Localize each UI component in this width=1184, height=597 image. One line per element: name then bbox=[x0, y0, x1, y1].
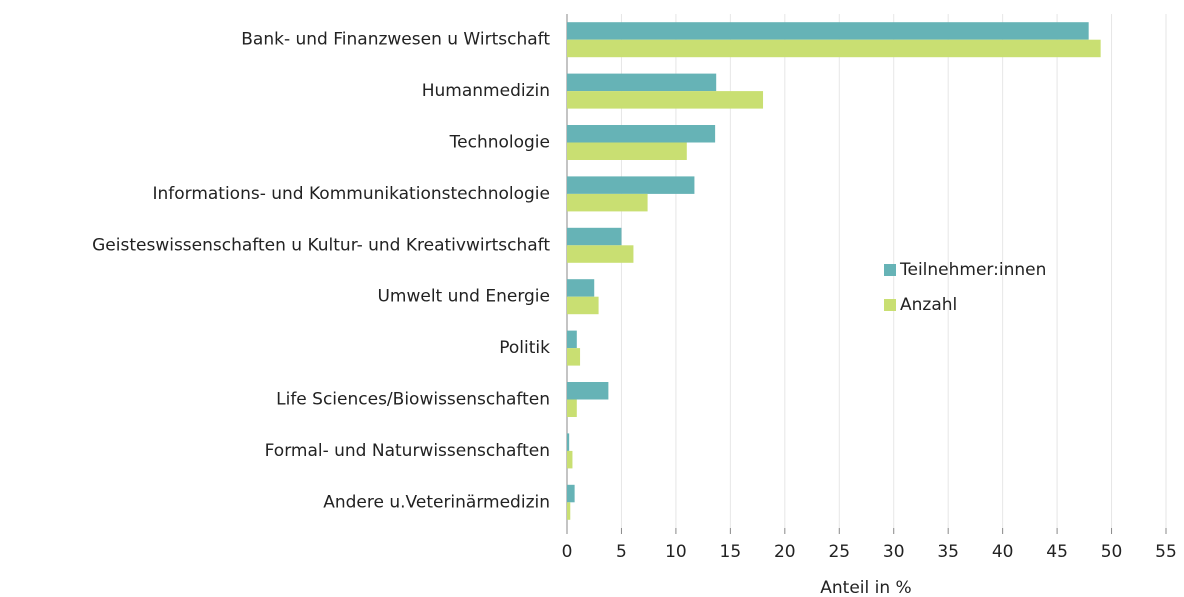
bar bbox=[567, 227, 622, 246]
x-tick-label: 30 bbox=[883, 542, 905, 562]
x-axis-title: Anteil in % bbox=[820, 578, 911, 597]
y-tick-label: Formal- und Naturwissenschaften bbox=[265, 441, 550, 461]
x-tick-label: 50 bbox=[1101, 542, 1123, 562]
bar bbox=[567, 22, 1089, 40]
bar bbox=[567, 433, 570, 451]
bar bbox=[567, 296, 599, 315]
y-tick-label: Humanmedizin bbox=[422, 81, 550, 101]
y-tick-label: Politik bbox=[499, 338, 550, 358]
legend-label: Teilnehmer:innen bbox=[899, 260, 1046, 280]
y-tick-label: Geisteswissenschaften u Kultur- und Krea… bbox=[92, 235, 550, 255]
bar bbox=[567, 450, 573, 469]
y-tick-label: Umwelt und Energie bbox=[377, 287, 550, 307]
bar bbox=[567, 399, 577, 417]
bar bbox=[567, 279, 595, 297]
x-tick-label: 5 bbox=[616, 542, 627, 562]
y-tick-label: Informations- und Kommunikationstechnolo… bbox=[152, 184, 550, 204]
bar bbox=[567, 142, 687, 160]
bar bbox=[567, 502, 571, 520]
legend-swatch bbox=[884, 299, 896, 311]
x-tick-label: 10 bbox=[665, 542, 687, 562]
bar bbox=[567, 91, 764, 109]
y-tick-label: Bank- und Finanzwesen u Wirtschaft bbox=[241, 30, 550, 50]
x-tick-label: 55 bbox=[1155, 542, 1177, 562]
x-tick-label: 0 bbox=[562, 542, 573, 562]
y-tick-label: Life Sciences/Biowissenschaften bbox=[276, 390, 550, 410]
y-tick-label: Andere u.Veterinärmedizin bbox=[323, 492, 550, 512]
x-tick-label: 15 bbox=[720, 542, 742, 562]
y-tick-label: Technologie bbox=[449, 133, 550, 153]
legend-swatch bbox=[884, 264, 896, 276]
bar bbox=[567, 330, 577, 349]
x-tick-label: 20 bbox=[774, 542, 796, 562]
x-tick-label: 25 bbox=[828, 542, 850, 562]
bar bbox=[567, 39, 1101, 58]
x-tick-label: 40 bbox=[992, 542, 1014, 562]
bar bbox=[567, 484, 575, 503]
x-tick-label: 35 bbox=[937, 542, 959, 562]
x-tick-label: 45 bbox=[1046, 542, 1068, 562]
bar bbox=[567, 193, 648, 212]
bar bbox=[567, 125, 716, 143]
bar bbox=[567, 348, 581, 366]
bar bbox=[567, 382, 609, 400]
bar bbox=[567, 73, 717, 92]
bar bbox=[567, 245, 634, 263]
legend-label: Anzahl bbox=[900, 295, 957, 315]
bar bbox=[567, 176, 695, 194]
